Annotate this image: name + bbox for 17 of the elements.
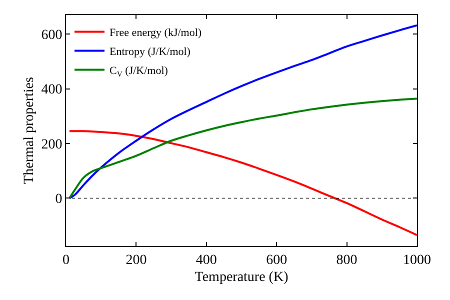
legend-label: C$_{V}$ (J/K/mol) <box>110 65 168 78</box>
legend-label: Entropy (J/K/mol) <box>110 46 191 58</box>
x-tick-label: 200 <box>126 252 147 268</box>
x-tick-label: 1000 <box>403 252 431 268</box>
line-series <box>68 98 417 200</box>
y-axis-title: Thermal properties <box>22 77 37 184</box>
x-axis-title: Temperature (K) <box>194 270 289 286</box>
x-tick-label: 400 <box>196 252 217 268</box>
y-tick-label: 0 <box>55 192 62 208</box>
legend-label: Free energy (kJ/mol) <box>110 27 202 40</box>
y-tick-label: 200 <box>41 137 62 152</box>
line-series <box>68 24 417 200</box>
line-series <box>68 130 417 236</box>
y-tick-label: 600 <box>41 28 62 44</box>
y-tick-label: 400 <box>41 82 62 98</box>
x-tick-label: 600 <box>266 252 288 268</box>
x-tick-label: 800 <box>336 252 358 268</box>
